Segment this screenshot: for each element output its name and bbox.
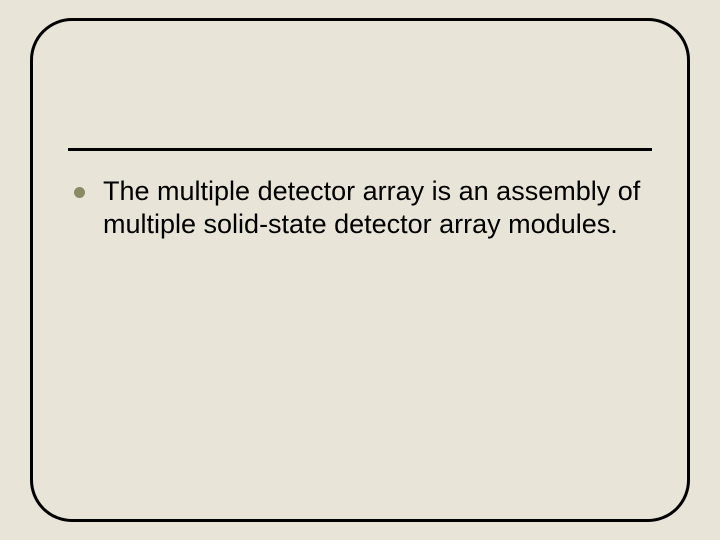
bullet-dot-icon (74, 187, 85, 198)
title-divider (68, 148, 652, 151)
content-area: The multiple detector array is an assemb… (74, 175, 654, 241)
bullet-text: The multiple detector array is an assemb… (103, 175, 654, 241)
bullet-item: The multiple detector array is an assemb… (74, 175, 654, 241)
slide-frame (30, 18, 690, 522)
